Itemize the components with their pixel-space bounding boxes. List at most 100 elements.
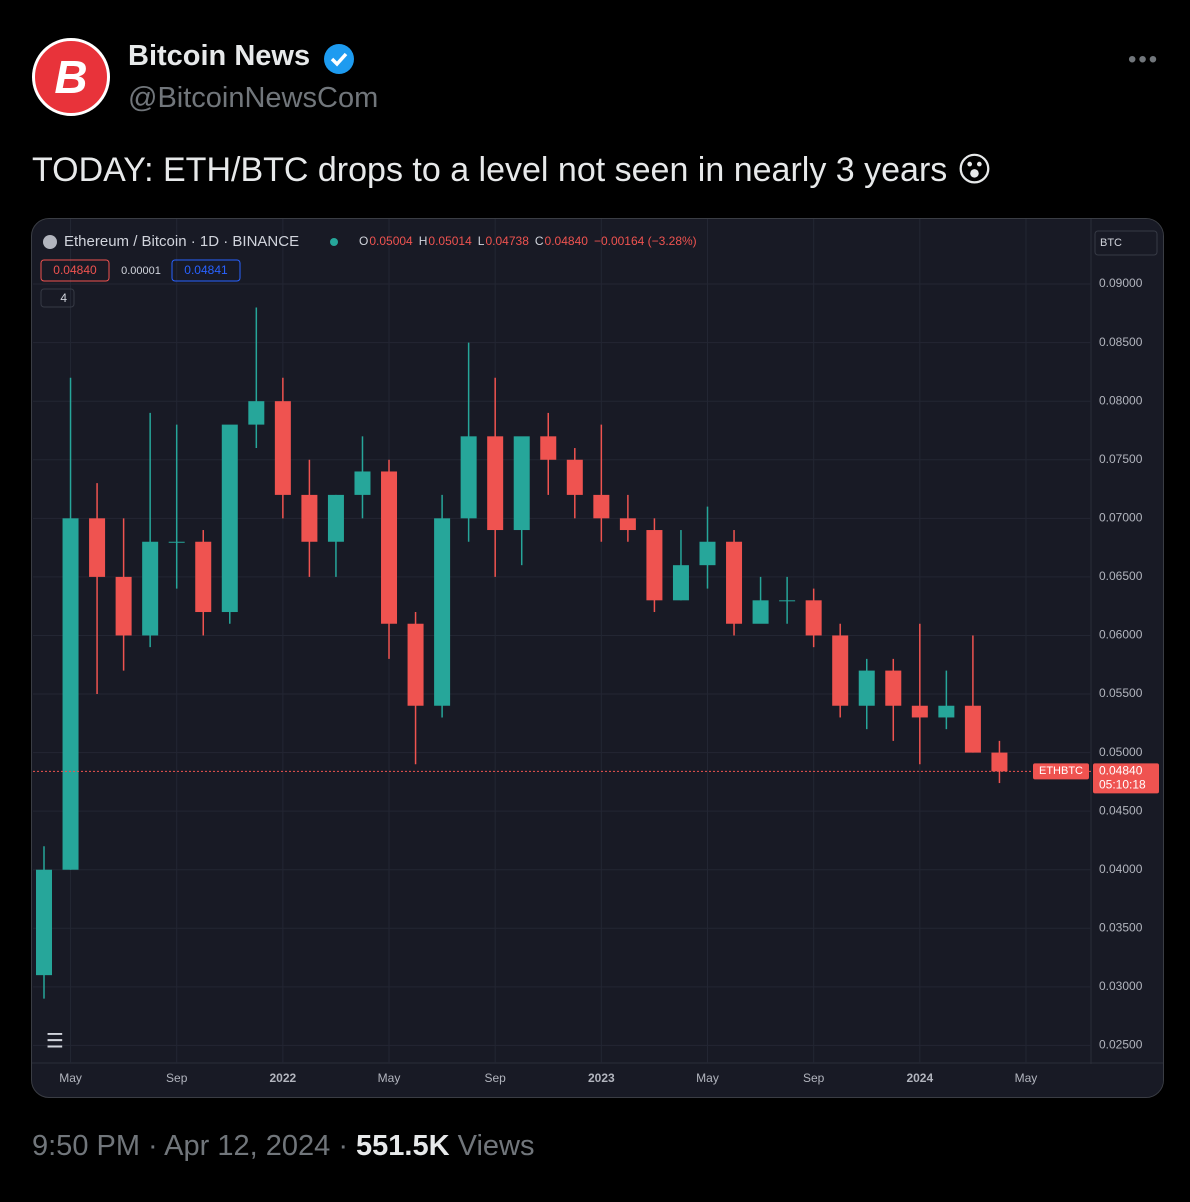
last-price-label: 0.04840 xyxy=(1099,764,1143,778)
indicator-count: 4 xyxy=(60,291,67,305)
ohlc-l-label: L xyxy=(478,234,485,248)
candle-body xyxy=(672,565,689,601)
candle-body xyxy=(566,459,583,495)
y-tick-label: 0.08000 xyxy=(1099,393,1143,407)
ohlc-o-label: O xyxy=(359,234,368,248)
candle-body xyxy=(779,600,796,602)
x-tick-label: 2022 xyxy=(270,1071,297,1085)
candle-body xyxy=(274,401,291,495)
x-tick-label: May xyxy=(1015,1071,1038,1085)
x-tick-label: Sep xyxy=(485,1071,507,1085)
candle-body xyxy=(699,541,716,566)
candle-body xyxy=(381,471,398,624)
y-tick-label: 0.04000 xyxy=(1099,862,1143,876)
x-tick-label: 2023 xyxy=(588,1071,615,1085)
candle-body xyxy=(805,600,822,636)
candle-body xyxy=(142,541,159,636)
y-tick-label: 0.05500 xyxy=(1099,686,1143,700)
chart-image: 0.02500 0.03000 0.03500 0.04000 0.04500 0.050… xyxy=(31,218,1164,1098)
y-tick-label: 0.07500 xyxy=(1099,452,1143,466)
ohlc-h-label: H xyxy=(419,234,428,248)
y-tick-label: 0.03500 xyxy=(1099,920,1143,934)
x-tick-label: Sep xyxy=(166,1071,188,1085)
ohlc-h: 0.05014 xyxy=(428,234,472,248)
indicator-toggle xyxy=(40,288,75,308)
y-tick-label: 0.07000 xyxy=(1099,510,1143,524)
currency: BTC xyxy=(1100,237,1122,249)
separator: · xyxy=(338,1130,348,1162)
y-tick-label: 0.06500 xyxy=(1099,569,1143,583)
candle-body xyxy=(354,471,371,495)
candle-body xyxy=(885,670,902,706)
logo-glyph: B xyxy=(54,51,87,103)
ohlc-o: 0.05004 xyxy=(369,234,413,248)
tweet-footer: 9:50 PM · Apr 12, 2024 · 551.5K Views xyxy=(32,1130,534,1163)
candle-body xyxy=(619,518,636,531)
bid: 0.04840 xyxy=(53,263,97,277)
candle-body xyxy=(646,530,663,601)
candle-body xyxy=(593,494,610,519)
x-tick-label: 2024 xyxy=(906,1071,933,1085)
candle-body xyxy=(434,518,451,706)
y-tick-label: 0.02500 xyxy=(1099,1038,1143,1052)
timestamp[interactable]: 9:50 PM · Apr 12, 2024 xyxy=(32,1130,331,1162)
display-name[interactable]: Bitcoin News xyxy=(128,40,311,72)
y-tick-label: 0.09000 xyxy=(1099,276,1143,290)
views-label: Views xyxy=(457,1130,535,1162)
candle-body xyxy=(911,705,928,718)
ohlc-c: 0.04840 xyxy=(545,234,589,248)
ask: 0.04841 xyxy=(184,263,228,277)
candle-body xyxy=(726,541,743,624)
y-tick-label: 0.03000 xyxy=(1099,979,1143,993)
handle[interactable]: @BitcoinNewsCom xyxy=(128,82,379,114)
candle-body xyxy=(301,494,318,542)
currency-select xyxy=(1094,230,1158,256)
candle-body xyxy=(168,541,185,543)
candle-body xyxy=(89,518,106,577)
countdown: 05:10:18 xyxy=(1099,778,1146,792)
candle-body xyxy=(248,401,265,425)
candle-body xyxy=(832,635,849,706)
tv-logo: ☰ xyxy=(46,1030,64,1052)
verified-badge xyxy=(324,44,354,74)
bid-box xyxy=(40,259,110,282)
symbol-tag xyxy=(1033,763,1089,780)
chart: 0.02500 0.03000 0.03500 0.04000 0.04500 0.050… xyxy=(32,219,1163,1097)
candle-body xyxy=(513,436,530,531)
candle-body xyxy=(752,600,769,624)
x-tick-label: May xyxy=(378,1071,401,1085)
candle-body xyxy=(487,436,504,531)
candle-body xyxy=(115,576,132,636)
price-tag xyxy=(1093,763,1159,794)
candle-body xyxy=(938,705,955,718)
candle-body xyxy=(62,518,79,870)
candle-body xyxy=(460,436,477,519)
ohlc-l: 0.04738 xyxy=(485,234,529,248)
candle-body xyxy=(991,752,1008,772)
candle-body xyxy=(195,541,212,613)
candle-body xyxy=(540,436,557,460)
candle-body xyxy=(858,670,875,706)
symbol-icon xyxy=(43,235,57,249)
candle-body xyxy=(327,494,344,542)
price-axis-bg xyxy=(1091,219,1163,1097)
tweet-text: TODAY: ETH/BTC drops to a level not seen… xyxy=(32,151,993,189)
candle-body xyxy=(221,424,238,613)
avatar[interactable]: B xyxy=(32,38,110,116)
y-tick-label: 0.06000 xyxy=(1099,628,1143,642)
ohlc-change: −0.00164 (−3.28%) xyxy=(594,234,697,248)
ohlc-c-label: C xyxy=(535,234,544,248)
more-button[interactable]: ••• xyxy=(1128,46,1160,73)
x-tick-label: May xyxy=(59,1071,82,1085)
chart-title: Ethereum / Bitcoin · 1D · BINANCE xyxy=(64,233,299,250)
candle-body xyxy=(36,869,52,976)
x-tick-label: Sep xyxy=(803,1071,825,1085)
y-tick-label: 0.08500 xyxy=(1099,335,1143,349)
ask-box xyxy=(171,259,241,282)
candle-body xyxy=(407,623,424,706)
y-tick-label: 0.05000 xyxy=(1099,745,1143,759)
candle-body xyxy=(964,705,981,753)
bitcoin-logo: B xyxy=(54,51,87,103)
status-dot xyxy=(330,238,338,246)
